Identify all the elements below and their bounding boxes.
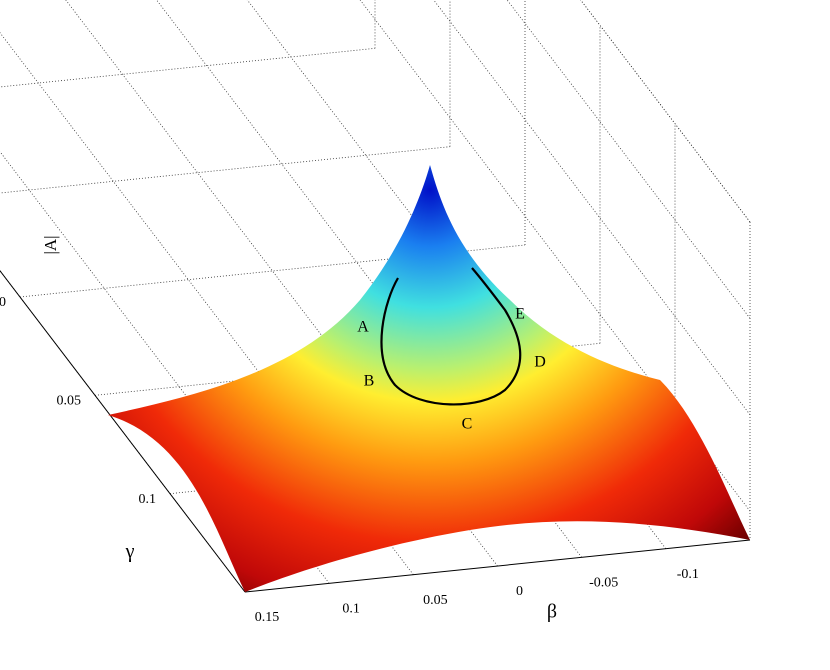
point-label: B [364, 373, 375, 390]
point-label: A [357, 319, 369, 336]
box-edge [580, 0, 751, 223]
x-axis-label: β [547, 601, 557, 623]
y-tick-label: 0.1 [139, 492, 157, 507]
axis-line [0, 269, 246, 593]
grid-line [580, 0, 751, 223]
x-tick-label: 0 [516, 584, 523, 599]
x-tick-label: -0.1 [677, 567, 699, 582]
y-axis-label: γ [125, 541, 135, 563]
grid-line [0, 47, 376, 88]
trajectory [380, 267, 522, 406]
z-axis-label: |A| [41, 235, 60, 254]
grid-line [433, 0, 751, 415]
axis-line [244, 539, 751, 593]
point-label: D [534, 354, 546, 371]
annotations: A B C D E [357, 306, 546, 433]
x-tick-label: 0.1 [342, 602, 360, 617]
x-tick-label: 0.15 [255, 610, 280, 625]
x-tick-label: 0.05 [423, 593, 448, 608]
point-label: E [515, 306, 525, 323]
surface [108, 165, 750, 592]
x-tick-label: -0.05 [589, 576, 618, 591]
y-tick-label: 0 [0, 295, 6, 310]
grid-line [0, 146, 451, 194]
point-label: C [462, 416, 473, 433]
y-tick-label: 0.05 [57, 394, 82, 409]
grid-line [506, 0, 751, 319]
